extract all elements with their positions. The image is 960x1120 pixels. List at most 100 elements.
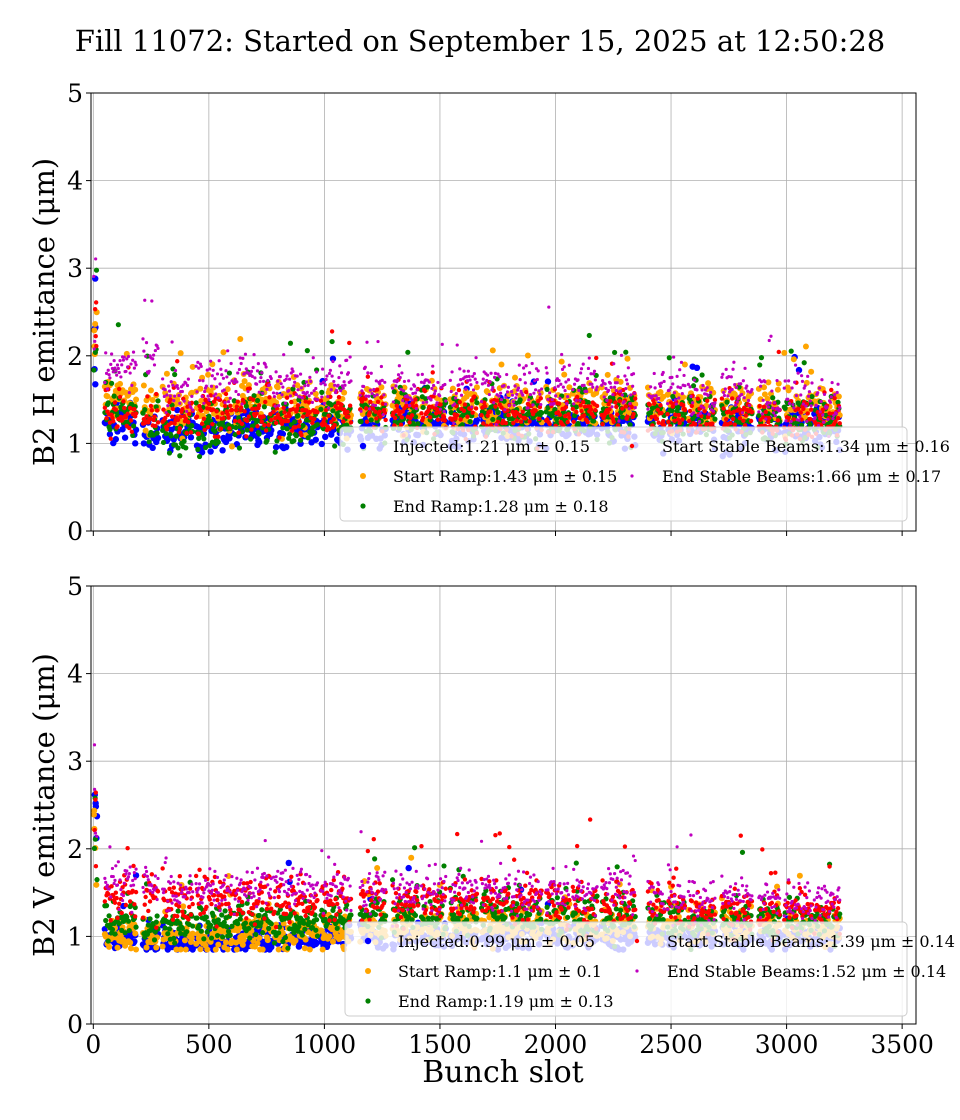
data-point [612,349,618,356]
data-point [312,390,319,397]
data-point [545,371,549,375]
data-point [288,394,293,398]
data-point [199,421,205,427]
data-point [821,413,825,417]
data-point [235,380,239,384]
data-point [303,384,307,388]
data-point [133,396,140,403]
data-point [215,439,221,445]
data-point [407,420,412,425]
data-point [723,387,727,391]
data-point [556,401,562,406]
data-point [173,368,178,373]
data-point [512,374,519,381]
data-point [470,405,474,409]
data-point [326,395,330,399]
data-point [326,933,333,940]
data-point [232,418,238,424]
data-point [233,424,239,431]
data-point [427,415,433,420]
data-point [472,394,477,399]
data-point [132,366,136,370]
data-point [214,392,218,396]
data-point [250,397,256,402]
data-point [207,448,214,455]
data-point [256,362,260,366]
data-point [405,349,411,355]
data-point [819,399,823,404]
data-point [285,374,289,378]
data-point [567,415,572,420]
data-point [830,380,834,385]
data-point [228,396,232,400]
data-point [243,352,248,356]
data-point [672,391,677,395]
data-point [761,384,768,391]
data-point [177,393,181,398]
data-point [178,401,182,405]
data-point [227,426,232,431]
data-point [266,378,270,383]
data-point [497,394,501,398]
data-point [384,402,388,406]
data-point [433,389,437,393]
data-point [129,429,135,434]
data-point [515,392,519,396]
data-point [489,347,496,354]
data-point [404,400,408,405]
data-point [789,419,793,424]
data-point [475,380,479,385]
data-point [147,387,154,394]
data-point [492,375,497,379]
data-point [173,433,179,439]
data-point [110,352,114,356]
data-point [482,403,488,409]
data-point [367,410,372,415]
data-point [499,391,503,395]
data-point [808,368,815,375]
data-point [782,405,788,411]
data-point [130,383,134,387]
data-point [692,378,696,382]
data-point [662,379,666,384]
data-point [202,401,206,405]
data-point [260,371,264,375]
data-point [832,395,837,401]
data-point [574,398,578,402]
data-point [509,389,514,394]
data-point [276,379,280,383]
data-point [236,392,241,397]
data-point [693,421,698,427]
data-point [757,410,761,414]
data-point [814,403,818,407]
data-point [471,374,475,378]
data-point [306,946,313,953]
data-point [329,938,336,945]
data-point [130,423,137,429]
data-point [608,381,612,385]
data-point [435,417,441,422]
data-point [756,412,762,419]
data-point [320,395,324,399]
data-point [710,421,715,426]
data-point [318,440,325,448]
data-point [790,386,794,390]
data-point [628,401,632,406]
data-point [440,342,444,346]
data-point [113,407,119,412]
data-point [726,394,730,398]
data-point [473,406,479,411]
data-point [154,434,162,442]
y-tick-label: 4 [67,167,83,196]
data-point [272,443,280,451]
data-point [223,391,229,397]
data-point [120,363,124,367]
data-point [836,382,840,386]
data-point [93,339,97,343]
figure-title: Fill 11072: Started on September 15, 202… [74,24,886,58]
data-point [208,367,212,371]
data-point [180,389,184,394]
data-point [182,946,189,953]
data-point [774,386,781,393]
